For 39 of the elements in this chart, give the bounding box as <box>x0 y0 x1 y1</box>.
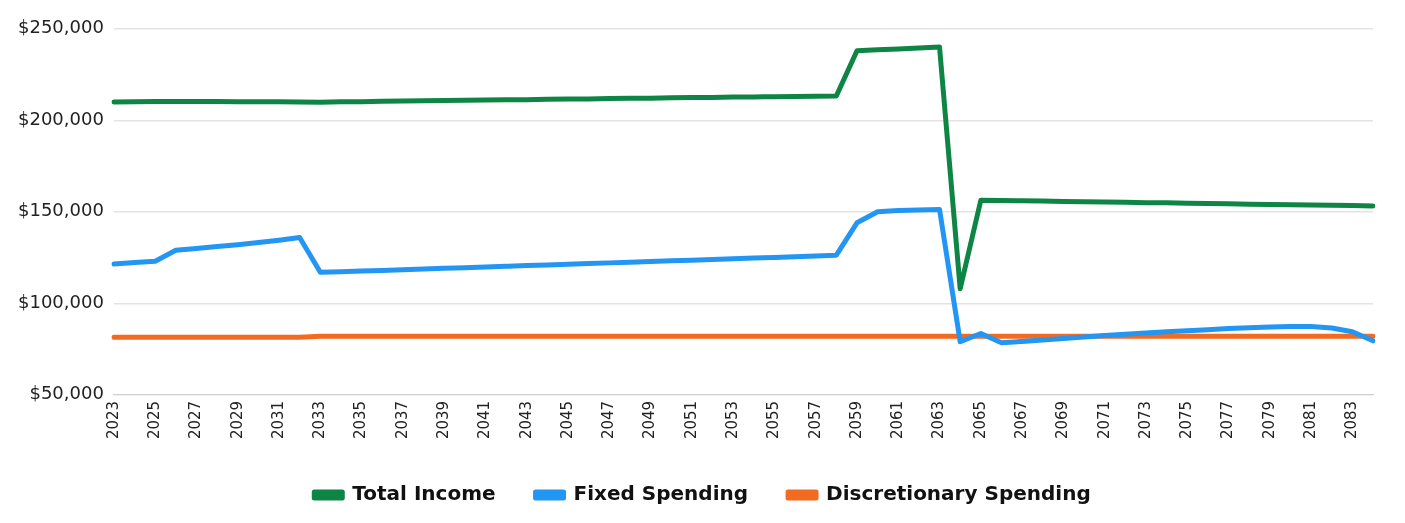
x-tick-label: 2023 <box>103 400 122 440</box>
x-tick-label: 2063 <box>929 400 948 440</box>
x-tick-label: 2037 <box>392 400 411 440</box>
x-tick-label: 2051 <box>681 400 700 440</box>
x-tick-label: 2065 <box>970 400 989 440</box>
y-tick-label: $150,000 <box>18 199 104 221</box>
x-tick-label: 2075 <box>1177 400 1196 440</box>
y-tick-label: $50,000 <box>29 382 104 404</box>
x-tick-label: 2035 <box>351 400 370 440</box>
x-tick-label: 2059 <box>846 400 865 440</box>
x-tick-label: 2083 <box>1342 400 1361 440</box>
legend-label: Total Income <box>352 481 496 506</box>
y-tick-label: $100,000 <box>18 290 104 312</box>
x-tick-label: 2029 <box>227 400 246 440</box>
x-tick-label: 2079 <box>1259 400 1278 440</box>
x-tick-label: 2061 <box>888 400 907 440</box>
x-tick-label: 2033 <box>310 400 329 440</box>
x-tick-label: 2025 <box>145 400 164 440</box>
x-tick-label: 2057 <box>805 400 824 440</box>
x-tick-label: 2081 <box>1300 400 1319 440</box>
x-tick-label: 2043 <box>516 400 535 440</box>
legend-label: Discretionary Spending <box>826 481 1091 506</box>
x-tick-label: 2039 <box>434 400 453 440</box>
x-tick-label: 2071 <box>1094 400 1113 440</box>
x-tick-label: 2055 <box>764 400 783 440</box>
y-tick-label: $200,000 <box>18 107 104 129</box>
x-tick-label: 2031 <box>268 400 287 440</box>
x-tick-label: 2077 <box>1218 400 1237 440</box>
x-tick-label: 2073 <box>1135 400 1154 440</box>
x-tick-label: 2045 <box>557 400 576 440</box>
x-tick-label: 2027 <box>186 400 205 440</box>
y-tick-label: $250,000 <box>18 16 104 38</box>
legend-label: Fixed Spending <box>573 481 749 506</box>
x-tick-label: 2047 <box>599 400 618 440</box>
x-tick-label: 2067 <box>1011 400 1030 440</box>
x-tick-label: 2049 <box>640 400 659 440</box>
x-tick-label: 2069 <box>1053 400 1072 440</box>
x-tick-label: 2053 <box>723 400 742 440</box>
x-tick-label: 2041 <box>475 400 494 440</box>
